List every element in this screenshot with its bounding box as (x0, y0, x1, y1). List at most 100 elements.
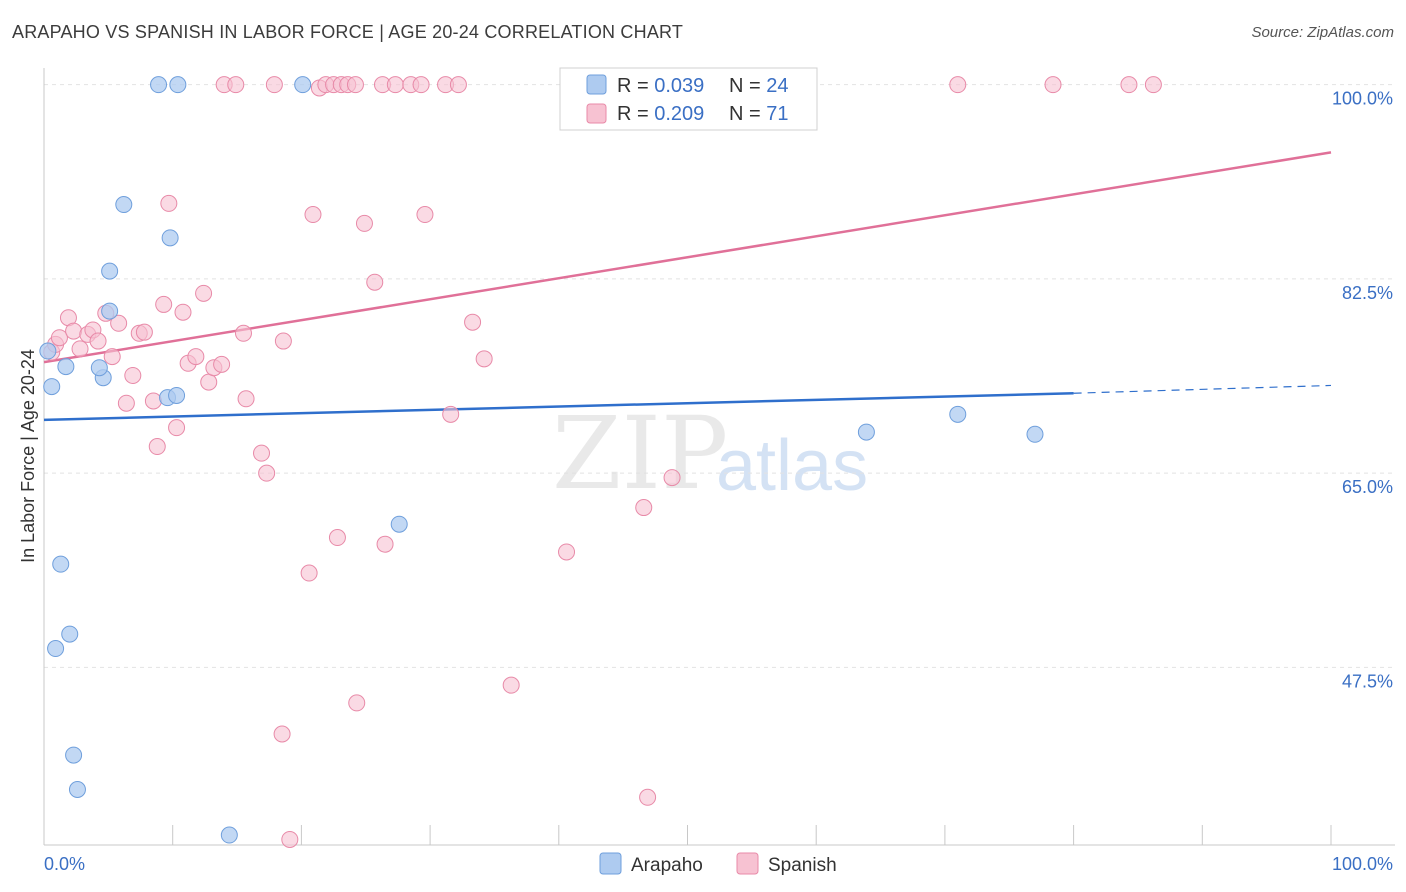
watermark-atlas: atlas (716, 426, 868, 506)
points-arapaho (39, 76, 1044, 844)
point-spanish (639, 788, 657, 806)
stat-legend-swatch-spanish (586, 103, 607, 124)
point-arapaho (43, 378, 61, 396)
stat-legend-n-label-spanish: N = (729, 103, 766, 125)
y-tick-label: 100.0% (1332, 89, 1393, 109)
gridlines (44, 84, 1395, 668)
trendline-arapaho (43, 391, 1074, 422)
trendlines (43, 151, 1332, 422)
x-tick-label-min: 0.0% (44, 854, 85, 874)
point-spanish (416, 206, 434, 224)
y-tick-labels: 100.0% 82.5% 65.0% 47.5% (1332, 89, 1393, 692)
point-spanish (124, 366, 142, 384)
point-spanish (187, 348, 205, 366)
point-arapaho (168, 386, 186, 404)
point-spanish (135, 323, 153, 341)
point-arapaho (65, 746, 83, 764)
point-spanish (355, 214, 373, 232)
point-spanish (160, 194, 178, 212)
point-spanish (174, 303, 192, 321)
y-tick-label: 82.5% (1342, 283, 1393, 303)
point-arapaho (57, 358, 75, 376)
point-spanish (103, 348, 121, 366)
point-spanish (376, 535, 394, 553)
point-arapaho (68, 781, 86, 798)
point-spanish (273, 725, 291, 743)
point-spanish (386, 76, 404, 94)
watermark: ZIP atlas (552, 395, 868, 512)
point-spanish (50, 329, 68, 347)
point-spanish (195, 284, 213, 302)
point-spanish (442, 405, 460, 423)
point-arapaho (47, 640, 65, 658)
point-spanish (265, 76, 283, 94)
point-spanish (155, 295, 173, 313)
point-arapaho (161, 229, 179, 247)
stat-legend-r-label-spanish: R = (617, 103, 654, 125)
point-spanish (144, 392, 162, 410)
y-tick-label: 65.0% (1342, 477, 1393, 497)
stat-legend-n-row-spanish: N = 71 (729, 103, 789, 125)
point-spanish (449, 76, 467, 94)
legend-label-spanish: Spanish (768, 855, 837, 876)
point-spanish (635, 499, 653, 517)
point-spanish (200, 373, 218, 391)
stat-legend-r-label-arapaho: R = (617, 75, 654, 97)
point-arapaho (390, 515, 408, 533)
point-spanish (502, 676, 520, 694)
legend-swatch-arapaho (599, 852, 622, 875)
stat-legend-row-arapaho: R = 0.039 (617, 75, 704, 97)
point-arapaho (1026, 425, 1044, 443)
point-spanish (281, 830, 299, 848)
stat-legend: R = 0.039 N = 24 R = 0.209 N = 71 (559, 67, 818, 131)
point-spanish (234, 324, 252, 342)
point-spanish (168, 419, 186, 437)
point-spanish (1120, 76, 1138, 94)
point-arapaho (90, 359, 108, 377)
point-spanish (558, 543, 576, 561)
x-ticks (172, 825, 1332, 845)
point-arapaho (294, 76, 312, 94)
point-arapaho (101, 262, 119, 280)
stat-legend-n-spanish: 71 (766, 103, 788, 125)
point-spanish (253, 444, 271, 462)
point-spanish (1144, 76, 1162, 94)
point-spanish (213, 355, 231, 373)
stat-legend-n-label-arapaho: N = (729, 75, 766, 97)
point-arapaho (220, 826, 238, 844)
point-spanish (89, 332, 107, 350)
bottom-legend: Arapaho Spanish (599, 852, 837, 876)
point-spanish (65, 322, 83, 340)
legend-label-arapaho: Arapaho (631, 855, 703, 876)
trendline-arapaho-extension (1073, 384, 1332, 394)
stat-legend-swatch-arapaho (586, 74, 607, 95)
point-spanish (346, 76, 364, 94)
point-arapaho (115, 196, 133, 214)
point-spanish (110, 314, 128, 332)
legend-swatch-spanish (736, 852, 759, 875)
points-spanish (43, 76, 1162, 848)
point-spanish (366, 273, 384, 291)
point-spanish (71, 340, 89, 358)
y-tick-label: 47.5% (1342, 671, 1393, 691)
stat-legend-n-row-arapaho: N = 24 (729, 75, 789, 97)
point-spanish (663, 469, 681, 487)
x-tick-labels: 0.0% 100.0% (44, 854, 1393, 874)
point-arapaho (857, 423, 875, 441)
stat-legend-r-spanish: 0.209 (654, 103, 704, 125)
trendline-spanish (43, 151, 1332, 364)
point-spanish (1044, 76, 1062, 94)
point-spanish (258, 464, 276, 482)
point-spanish (300, 564, 318, 582)
point-arapaho (39, 342, 57, 360)
point-arapaho (169, 76, 187, 94)
point-spanish (348, 694, 366, 712)
watermark-zip: ZIP (552, 395, 728, 512)
point-arapaho (101, 302, 119, 320)
axes (43, 68, 1395, 846)
point-spanish (117, 394, 135, 412)
point-arapaho (949, 405, 967, 423)
stat-legend-r-arapaho: 0.039 (654, 75, 704, 97)
